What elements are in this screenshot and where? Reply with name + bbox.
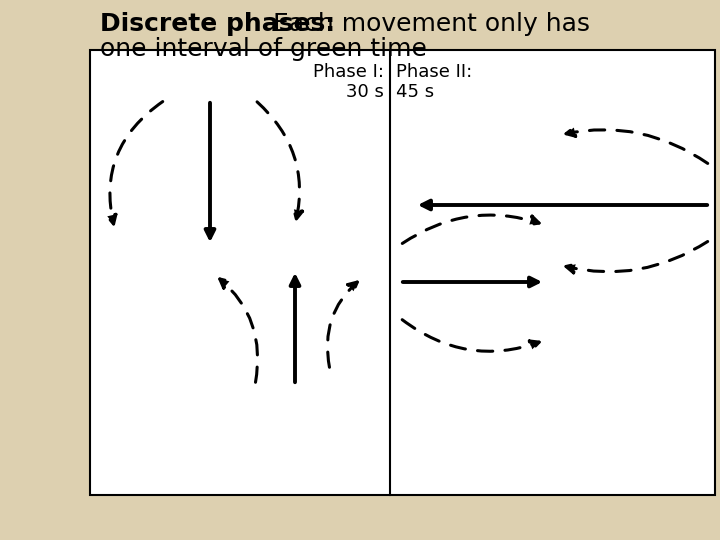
FancyArrowPatch shape [107,102,163,224]
FancyArrowPatch shape [205,103,215,238]
FancyArrowPatch shape [566,241,708,273]
Text: 45 s: 45 s [396,83,434,101]
Text: 30 s: 30 s [346,83,384,101]
Text: Each movement only has: Each movement only has [265,12,590,36]
FancyArrowPatch shape [328,282,357,367]
Text: one interval of green time: one interval of green time [100,37,427,61]
Bar [90,50,715,495]
Text: Discrete phases:: Discrete phases: [100,12,335,36]
Text: Phase II:: Phase II: [396,63,472,81]
FancyArrowPatch shape [566,127,708,164]
FancyArrowPatch shape [402,278,538,286]
FancyArrowPatch shape [257,102,302,219]
Text: Phase I:: Phase I: [313,63,384,81]
FancyArrowPatch shape [422,200,707,210]
FancyArrowPatch shape [291,277,300,382]
FancyArrowPatch shape [402,215,539,244]
FancyArrowPatch shape [402,320,539,352]
FancyArrowPatch shape [220,279,258,382]
